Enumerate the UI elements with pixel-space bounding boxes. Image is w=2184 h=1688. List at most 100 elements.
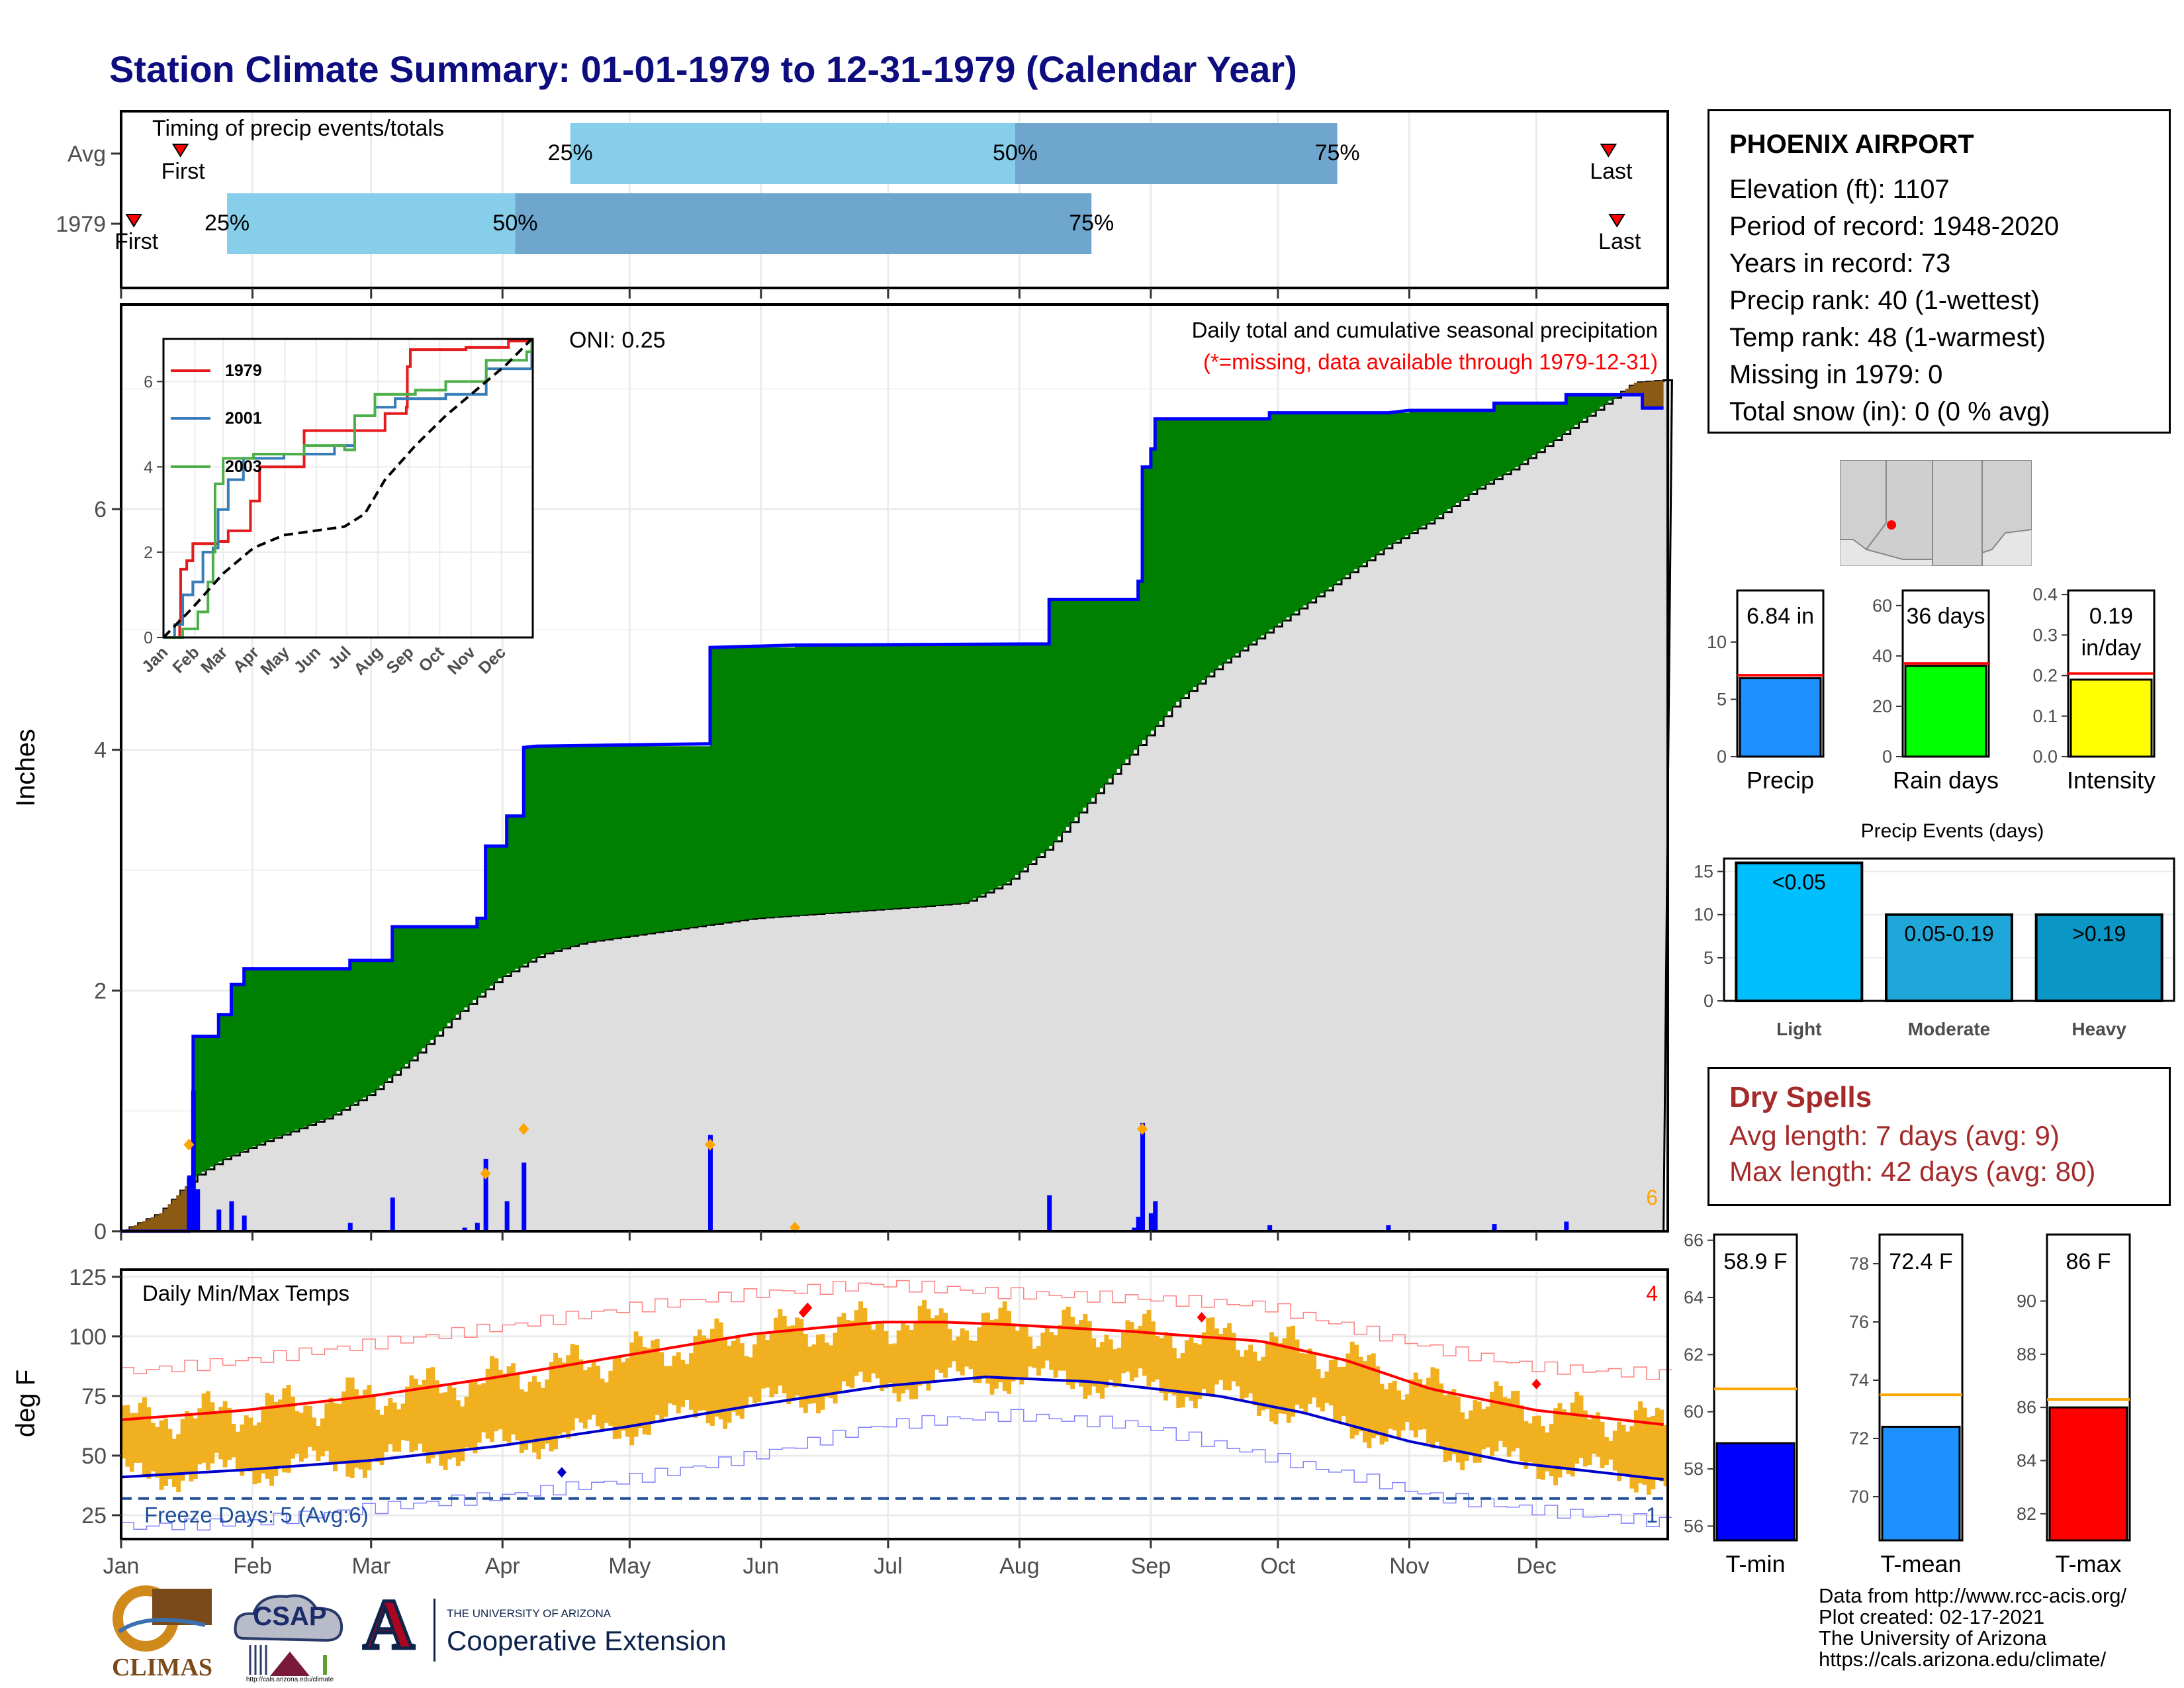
daily-temp-range-bar: [1113, 1349, 1118, 1387]
summary-y-tick-label: 88: [2017, 1344, 2036, 1364]
daily-temp-range-bar: [1549, 1423, 1554, 1477]
precip-events-bar-label: >0.19: [2072, 922, 2126, 946]
daily-precip-bar: [191, 1090, 196, 1231]
temps-y-axis-label: deg F: [11, 1370, 40, 1437]
daily-temp-range-bar: [316, 1425, 321, 1462]
daily-temp-range-bar: [727, 1345, 732, 1423]
daily-temp-range-bar: [1138, 1325, 1143, 1369]
daily-temp-range-bar: [892, 1343, 897, 1393]
daily-temp-range-bar: [388, 1398, 393, 1444]
record-low-count: 1: [1646, 1503, 1658, 1527]
cumulative-1979-line: [121, 393, 1664, 1233]
daily-temp-range-bar: [1349, 1341, 1355, 1439]
daily-temp-range-bar: [341, 1391, 346, 1464]
precip-y-tick-label: 6: [94, 497, 107, 522]
daily-temp-range-bar: [811, 1344, 817, 1403]
daily-temp-range-bar: [884, 1331, 889, 1389]
daily-temp-range-bar: [1646, 1417, 1651, 1495]
daily-precip-bar: [1148, 1213, 1154, 1231]
daily-precip-bar: [1140, 1123, 1146, 1231]
daily-temp-range-bar: [905, 1325, 910, 1390]
daily-temp-range-bar: [731, 1340, 736, 1412]
daily-temp-range-bar: [1256, 1360, 1261, 1416]
daily-temp-range-bar: [1392, 1380, 1397, 1430]
daily-temp-range-bar: [1578, 1395, 1584, 1458]
daily-temp-range-bar: [498, 1370, 503, 1430]
summary-y-tick-label: 0: [1717, 747, 1727, 767]
daily-temp-range-bar: [1298, 1353, 1304, 1409]
daily-temp-range-bar: [702, 1335, 707, 1411]
daily-temp-range-bar: [629, 1342, 635, 1446]
daily-temp-range-bar: [659, 1352, 664, 1422]
daily-temp-range-bar: [1524, 1421, 1529, 1469]
daily-temp-range-bar: [714, 1318, 719, 1417]
daily-temp-range-bar: [265, 1393, 270, 1479]
daily-temp-range-bar: [1091, 1338, 1097, 1387]
daily-temp-range-bar: [1337, 1366, 1342, 1422]
daily-temp-range-bar: [176, 1434, 181, 1492]
daily-temp-range-bar: [790, 1325, 796, 1399]
daily-temp-range-bar: [235, 1431, 240, 1470]
daily-temp-range-bar: [320, 1418, 325, 1457]
daily-temp-range-bar: [1384, 1389, 1388, 1442]
daily-temp-range-bar: [291, 1396, 296, 1459]
daily-temp-range-bar: [1426, 1378, 1431, 1444]
daily-temp-range-bar: [926, 1309, 931, 1391]
daily-temp-range-bar: [930, 1318, 935, 1383]
daily-temp-range-bar: [735, 1336, 741, 1416]
daily-temp-range-bar: [1451, 1389, 1457, 1454]
first-event-marker: [171, 144, 189, 158]
daily-temp-range-bar: [515, 1374, 520, 1441]
daily-temp-range-bar: [125, 1405, 130, 1467]
daily-temp-range-bar: [795, 1317, 799, 1396]
daily-temp-range-bar: [418, 1385, 423, 1444]
summary-bar-Rain days: [1904, 665, 1987, 758]
daily-temp-range-bar: [956, 1336, 961, 1372]
summary-value-label: 6.84 in: [1747, 604, 1814, 629]
daily-temp-range-bar: [1455, 1396, 1461, 1463]
timing-pct-label: 75%: [1069, 211, 1114, 236]
precip-chart: 6 ONI: 0.25 Daily total and cumulative sea…: [11, 303, 1673, 1244]
summary-y-tick-label: 84: [2017, 1450, 2036, 1470]
daily-temp-range-bar: [1570, 1402, 1575, 1477]
daily-temp-range-bar: [439, 1393, 444, 1466]
last-event-label: Last: [1598, 229, 1641, 254]
daily-temp-range-bar: [1367, 1354, 1372, 1448]
daily-temp-range-bar: [998, 1307, 1003, 1383]
daily-temp-range-bar: [676, 1352, 681, 1414]
daily-temp-range-bar: [968, 1340, 974, 1370]
record-temp-marker: [1197, 1312, 1206, 1323]
daily-temp-range-bar: [570, 1344, 575, 1431]
daily-temp-range-bar: [1307, 1348, 1312, 1404]
daily-temp-range-bar: [193, 1418, 198, 1479]
daily-temp-range-bar: [578, 1359, 584, 1423]
daily-temp-range-bar: [1273, 1336, 1279, 1425]
daily-temp-range-bar: [333, 1403, 338, 1472]
daily-temp-range-bar: [1405, 1394, 1410, 1423]
timing-row-label: Avg: [68, 142, 106, 167]
large-event-marker: [518, 1123, 529, 1135]
normal-min-line: [120, 1376, 1664, 1481]
daily-temp-range-bar: [1019, 1325, 1024, 1385]
daily-temp-range-bar: [150, 1423, 156, 1472]
climas-logo: CLIMAS: [106, 1585, 218, 1685]
daily-temp-range-bar: [328, 1397, 334, 1463]
daily-temp-range-bar: [837, 1317, 842, 1393]
daily-temp-range-bar: [1222, 1327, 1228, 1391]
daily-temp-range-bar: [1011, 1326, 1016, 1382]
daily-temp-range-bar: [1371, 1353, 1376, 1438]
avg-cumulative-area: [121, 379, 1673, 1233]
summary-category-label: T-max: [2055, 1550, 2121, 1577]
daily-temp-range-bar: [1608, 1440, 1614, 1460]
daily-temp-range-bar: [277, 1399, 283, 1467]
daily-temp-range-bar: [303, 1405, 308, 1459]
daily-temp-range-bar: [985, 1312, 991, 1384]
daily-temp-range-bar: [833, 1333, 838, 1404]
summary-value-label: 86 F: [2066, 1249, 2111, 1274]
timing-title: Timing of precip events/totals: [152, 116, 444, 141]
daily-temp-range-bar: [1574, 1391, 1580, 1464]
daily-temp-range-bar: [663, 1366, 668, 1417]
daily-temp-range-bar: [1023, 1324, 1028, 1380]
daily-temp-range-bar: [1125, 1320, 1130, 1372]
summary-y-tick-label: 70: [1849, 1487, 1869, 1507]
